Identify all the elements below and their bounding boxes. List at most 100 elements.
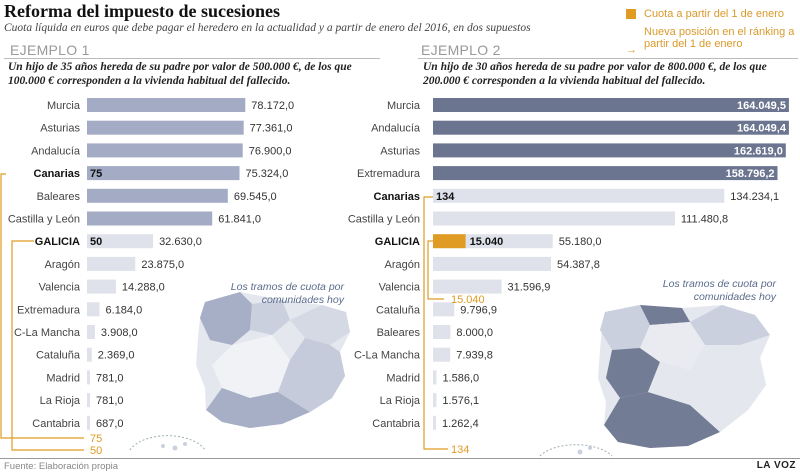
bar: [87, 279, 116, 294]
chart-title: Reforma del impuesto de sucesiones: [4, 1, 280, 21]
category-label: Baleares: [37, 191, 81, 203]
value-label: 75.324,0: [246, 168, 289, 180]
rank-arrow-galicia-2: [427, 240, 444, 300]
category-label: La Rioja: [380, 395, 421, 407]
panel-divider-1: [4, 58, 380, 59]
new-value-label: 50: [90, 236, 102, 248]
bar: [433, 370, 437, 385]
category-label: Castilla y León: [8, 214, 80, 226]
value-label: 687,0: [96, 418, 124, 430]
bar: [87, 120, 244, 135]
value-label: 1.586,0: [442, 372, 479, 384]
value-label: 7.939,8: [456, 350, 493, 362]
map-label-1: Los tramos de cuota por comunidades hoy: [230, 281, 344, 306]
bar: [87, 256, 136, 271]
panel-heading-1: EJEMPLO 1: [10, 42, 90, 58]
bar: [87, 347, 92, 362]
new-position-canarias-2: 134: [451, 444, 469, 456]
value-label: 55.180,0: [559, 236, 602, 248]
category-label: Asturias: [40, 123, 80, 135]
value-label: 158.796,2: [726, 168, 775, 180]
bar: [87, 211, 213, 226]
bar: [87, 325, 95, 339]
bar: [87, 370, 90, 385]
value-label: 781,0: [96, 372, 124, 384]
bar: [433, 211, 675, 226]
new-position-canarias-1: 75: [90, 433, 102, 445]
value-label: 2.369,0: [98, 350, 135, 362]
category-label: Valencia: [39, 282, 81, 294]
brand-logo: LA VOZ: [756, 460, 796, 471]
category-label: Cantabria: [32, 418, 81, 430]
category-label: Aragón: [45, 259, 80, 271]
new-value-label: 75: [90, 168, 102, 180]
map-spain-1: [129, 292, 350, 451]
bar: [87, 98, 246, 112]
chart-subtitle: Cuota líquida en euros que debe pagar el…: [4, 22, 531, 34]
category-label: Valencia: [379, 282, 421, 294]
value-label: 61.841,0: [218, 214, 261, 226]
category-label: Cantabria: [372, 418, 421, 430]
value-label: 164.049,4: [737, 123, 787, 135]
category-label: Murcia: [47, 100, 81, 112]
value-label: 8.000,0: [456, 327, 493, 339]
case-description-2: Un hijo de 30 años hereda de su padre po…: [423, 61, 767, 87]
case-description-1: Un hijo de 35 años hereda de su padre po…: [8, 61, 352, 87]
new-value-label: 134: [436, 191, 455, 203]
category-label: Canarias: [34, 168, 80, 180]
bar: [433, 393, 437, 408]
bar: [433, 143, 786, 158]
bar: [433, 415, 436, 430]
category-label: Canarias: [374, 191, 420, 203]
category-label: GALICIA: [35, 236, 80, 248]
legend-swatch-orange: [626, 9, 636, 19]
value-label: 164.049,5: [737, 100, 786, 112]
value-label: 14.288,0: [122, 282, 165, 294]
value-label: 3.908,0: [101, 327, 138, 339]
legend-label-new-position: Nueva posición en el ránking a partir de…: [644, 26, 795, 50]
legend-item-new-position: → Nueva posición en el ránking a partir …: [626, 26, 798, 56]
bar: [87, 302, 100, 317]
rank-arrow-canarias-2: [423, 196, 448, 450]
category-label: Extremadura: [17, 304, 81, 316]
category-label: Madrid: [386, 372, 420, 384]
category-label: La Rioja: [40, 395, 81, 407]
value-label: 781,0: [96, 395, 124, 407]
bar: [87, 188, 228, 203]
panel-heading-2: EJEMPLO 2: [421, 42, 501, 58]
legend: Cuota a partir del 1 de enero → Nueva po…: [626, 8, 798, 56]
bar: [433, 279, 502, 294]
bar: [87, 415, 90, 430]
value-label: 54.387,8: [557, 259, 600, 271]
arrow-right-icon: →: [626, 44, 637, 56]
rank-arrow-canarias-1: [0, 173, 84, 439]
panel-divider-2: [418, 58, 798, 59]
value-label: 1.262,4: [442, 418, 479, 430]
value-label: 23.875,0: [141, 259, 184, 271]
category-label: C-La Mancha: [354, 350, 421, 362]
value-label: 162.619,0: [734, 145, 783, 157]
legend-item-current: Cuota a partir del 1 de enero: [626, 8, 798, 20]
bar: [433, 302, 455, 317]
bar: [433, 166, 778, 181]
value-label: 111.480,8: [681, 214, 728, 226]
category-label: Murcia: [387, 100, 421, 112]
rank-arrow-galicia-1: [11, 240, 84, 451]
new-value-bar: [433, 234, 466, 249]
value-label: 77.361,0: [250, 123, 293, 135]
bar: [433, 347, 451, 362]
value-label: 31.596,9: [508, 282, 551, 294]
bar: [87, 143, 243, 158]
footer-divider: [0, 458, 800, 459]
new-value-label: 15.040: [470, 236, 504, 248]
bar: [433, 98, 789, 112]
new-position-galicia-2: 15.040: [451, 294, 485, 306]
category-label: Cataluña: [36, 350, 81, 362]
category-label: Cataluña: [376, 304, 421, 316]
source-note: Fuente: Elaboración propia: [4, 461, 119, 472]
category-label: GALICIA: [375, 236, 420, 248]
bar: [87, 393, 90, 408]
category-label: Madrid: [46, 372, 80, 384]
value-label: 76.900,0: [249, 145, 292, 157]
